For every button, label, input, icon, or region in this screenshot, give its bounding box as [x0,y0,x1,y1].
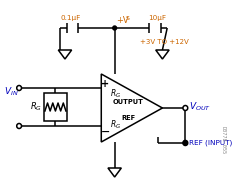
Text: D0778-055: D0778-055 [221,126,226,154]
Text: REF (INPUT): REF (INPUT) [189,140,232,146]
Circle shape [183,141,187,145]
Bar [44,93,67,121]
Text: $R_G$: $R_G$ [110,119,121,131]
Polygon shape [101,74,162,142]
Text: 0.1µF: 0.1µF [60,15,81,21]
Text: +3V TO +12V: +3V TO +12V [140,39,189,45]
Text: −: − [100,127,110,137]
Text: +V: +V [117,15,129,24]
Text: 10µF: 10µF [148,15,166,21]
Polygon shape [108,168,121,177]
Text: $V_{IN}$: $V_{IN}$ [4,86,19,98]
Text: REF: REF [121,115,135,121]
Polygon shape [156,50,169,59]
Text: +: + [101,79,109,89]
Circle shape [113,26,117,30]
Text: $R_G$: $R_G$ [110,88,121,100]
Text: $R_G$: $R_G$ [30,101,42,113]
Polygon shape [58,50,72,59]
Text: $V_{OUT}$: $V_{OUT}$ [189,101,211,113]
Text: S: S [125,15,129,20]
Text: OUTPUT: OUTPUT [113,99,144,105]
